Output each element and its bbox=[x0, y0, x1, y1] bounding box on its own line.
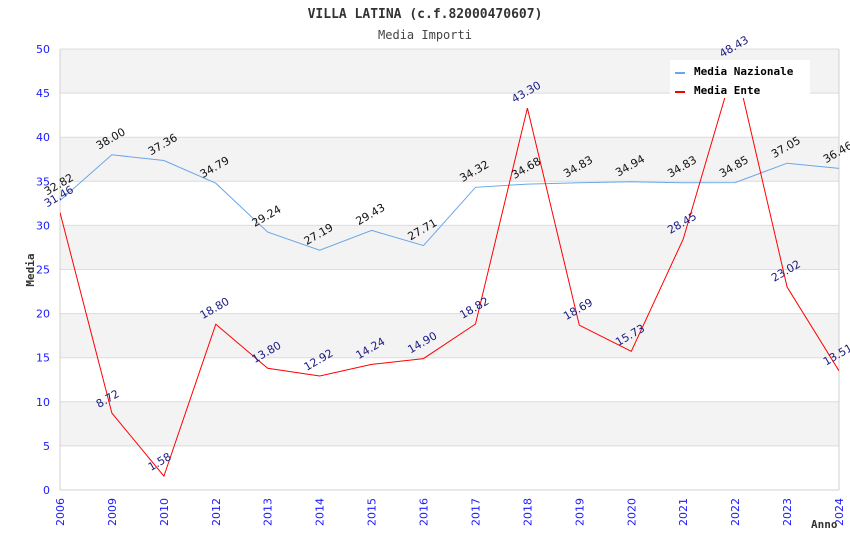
x-tick-label: 2012 bbox=[210, 498, 223, 526]
chart-title: VILLA LATINA (c.f.82000470607) bbox=[308, 7, 543, 22]
x-tick-label: 2018 bbox=[521, 498, 534, 526]
x-tick-label: 2016 bbox=[418, 498, 431, 526]
chart-subtitle: Media Importi bbox=[378, 28, 472, 42]
grid-band bbox=[60, 137, 839, 182]
series-lines bbox=[60, 60, 839, 478]
y-tick-label: 0 bbox=[43, 484, 50, 497]
y-tick-label: 30 bbox=[36, 219, 50, 232]
grid-band bbox=[60, 313, 839, 358]
y-axis-label: Media bbox=[24, 253, 37, 286]
grid-band bbox=[60, 225, 839, 270]
y-tick-label: 45 bbox=[36, 87, 50, 100]
grid-band bbox=[60, 181, 839, 226]
legend-swatch-nazionale bbox=[675, 72, 685, 74]
grid-band bbox=[60, 93, 839, 138]
x-tick-label: 2009 bbox=[106, 498, 119, 526]
y-tick-label: 20 bbox=[36, 308, 50, 321]
grid-band bbox=[60, 357, 839, 402]
y-tick-label: 15 bbox=[36, 352, 50, 365]
x-tick-label: 2015 bbox=[366, 498, 379, 526]
x-tick-label: 2006 bbox=[54, 498, 67, 526]
legend-label-ente: Media Ente bbox=[694, 84, 761, 97]
legend: Media Nazionale Media Ente bbox=[670, 60, 810, 98]
x-tick-label: 2014 bbox=[314, 498, 327, 526]
legend-label-nazionale: Media Nazionale bbox=[694, 65, 794, 78]
x-tick-label: 2019 bbox=[573, 498, 586, 526]
x-tick-label: 2022 bbox=[729, 498, 742, 526]
y-tick-label: 25 bbox=[36, 264, 50, 277]
x-tick-label: 2017 bbox=[469, 498, 482, 526]
x-tick-label: 2023 bbox=[781, 498, 794, 526]
y-tick-label: 5 bbox=[43, 440, 50, 453]
grid-bands bbox=[60, 49, 839, 490]
grid-band bbox=[60, 269, 839, 314]
legend-swatch-ente bbox=[675, 91, 685, 93]
grid-band bbox=[60, 445, 839, 490]
y-tick-label: 35 bbox=[36, 175, 50, 188]
y-axis-ticks: 0 5 10 15 20 25 30 35 40 45 50 bbox=[36, 43, 50, 497]
y-tick-label: 10 bbox=[36, 396, 50, 409]
y-tick-label: 40 bbox=[36, 131, 50, 144]
x-axis-label: Anno bbox=[811, 518, 838, 531]
x-tick-label: 2010 bbox=[158, 498, 171, 526]
x-tick-label: 2013 bbox=[262, 498, 275, 526]
series-line-media-nazionale bbox=[60, 154, 839, 251]
x-tick-label: 2021 bbox=[677, 498, 690, 526]
x-axis-ticks: 2006 2009 2010 2012 2013 2014 2015 2016 2017 2018… bbox=[54, 498, 846, 526]
x-tick-label: 2020 bbox=[625, 498, 638, 526]
axes bbox=[59, 49, 840, 491]
legend-box bbox=[670, 60, 810, 98]
y-tick-label: 50 bbox=[36, 43, 50, 56]
series-line-media-ente bbox=[60, 60, 839, 478]
x-tick-label: 2024 bbox=[833, 498, 846, 526]
grid-band bbox=[60, 401, 839, 446]
